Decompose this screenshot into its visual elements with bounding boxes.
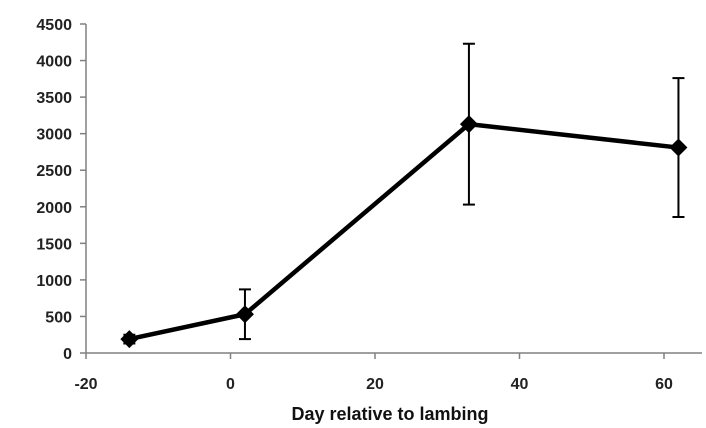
y-tick-label: 1500 [36, 236, 72, 253]
y-tick-label: 3000 [36, 127, 72, 144]
x-tick-label: 40 [511, 376, 529, 393]
data-point-marker [459, 115, 478, 134]
x-axis-ticks: -20 0 20 40 60 [74, 353, 673, 393]
y-tick-label: 4500 [36, 17, 72, 34]
data-point-marker [235, 305, 254, 324]
y-axis-ticks: 0 500 1000 1500 2000 2500 3000 3500 4000 4500 [36, 17, 86, 363]
x-tick-label: 0 [226, 376, 235, 393]
y-tick-label: 1000 [36, 273, 72, 290]
y-tick-label: 3500 [36, 90, 72, 107]
x-tick-label: 20 [366, 376, 384, 393]
data-point-marker [669, 138, 688, 157]
x-tick-label: 60 [655, 376, 673, 393]
x-axis-title: Day relative to lambing [291, 404, 488, 424]
y-tick-label: 500 [45, 309, 72, 326]
error-bars [123, 42, 685, 345]
y-tick-label: 0 [63, 346, 72, 363]
series-line [128, 121, 679, 342]
y-tick-label: 2500 [36, 163, 72, 180]
y-tick-label: 2000 [36, 200, 72, 217]
data-point-marker [120, 330, 139, 349]
x-tick-label: -20 [74, 376, 97, 393]
data-markers [120, 115, 688, 349]
y-tick-label: 4000 [36, 54, 72, 71]
